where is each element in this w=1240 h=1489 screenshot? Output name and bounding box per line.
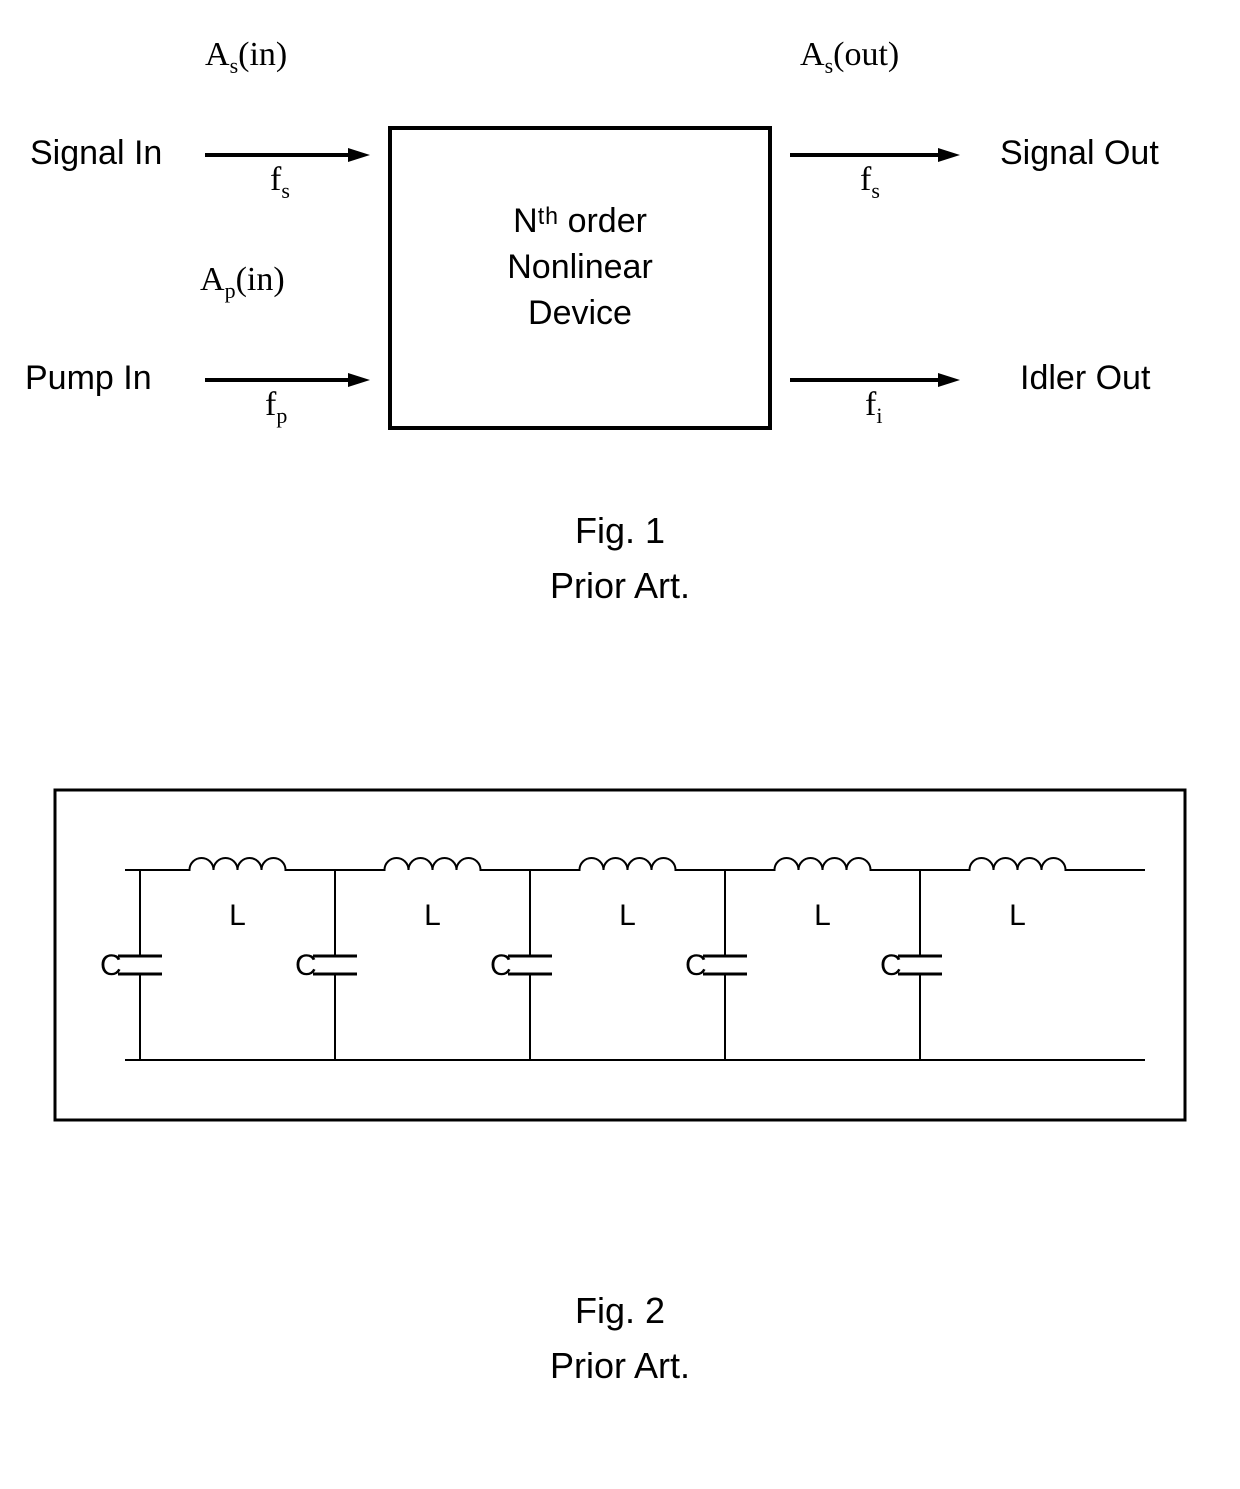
fig2-caption-line2: Prior Art. <box>0 1345 1240 1387</box>
fig2-caption-line1: Fig. 2 <box>0 1290 1240 1332</box>
fig2-circuit: C L C L C L C L C L <box>0 0 1240 1200</box>
svg-text:L: L <box>814 899 831 932</box>
page: Nᵗʰ orderNonlinearDevice Signal In Pump … <box>0 0 1240 1489</box>
svg-text:C: C <box>100 949 122 982</box>
svg-text:C: C <box>295 949 317 982</box>
svg-text:L: L <box>424 899 441 932</box>
svg-text:L: L <box>619 899 636 932</box>
svg-text:L: L <box>229 899 246 932</box>
svg-text:C: C <box>880 949 902 982</box>
svg-text:C: C <box>490 949 512 982</box>
svg-text:L: L <box>1009 899 1026 932</box>
svg-text:C: C <box>685 949 707 982</box>
